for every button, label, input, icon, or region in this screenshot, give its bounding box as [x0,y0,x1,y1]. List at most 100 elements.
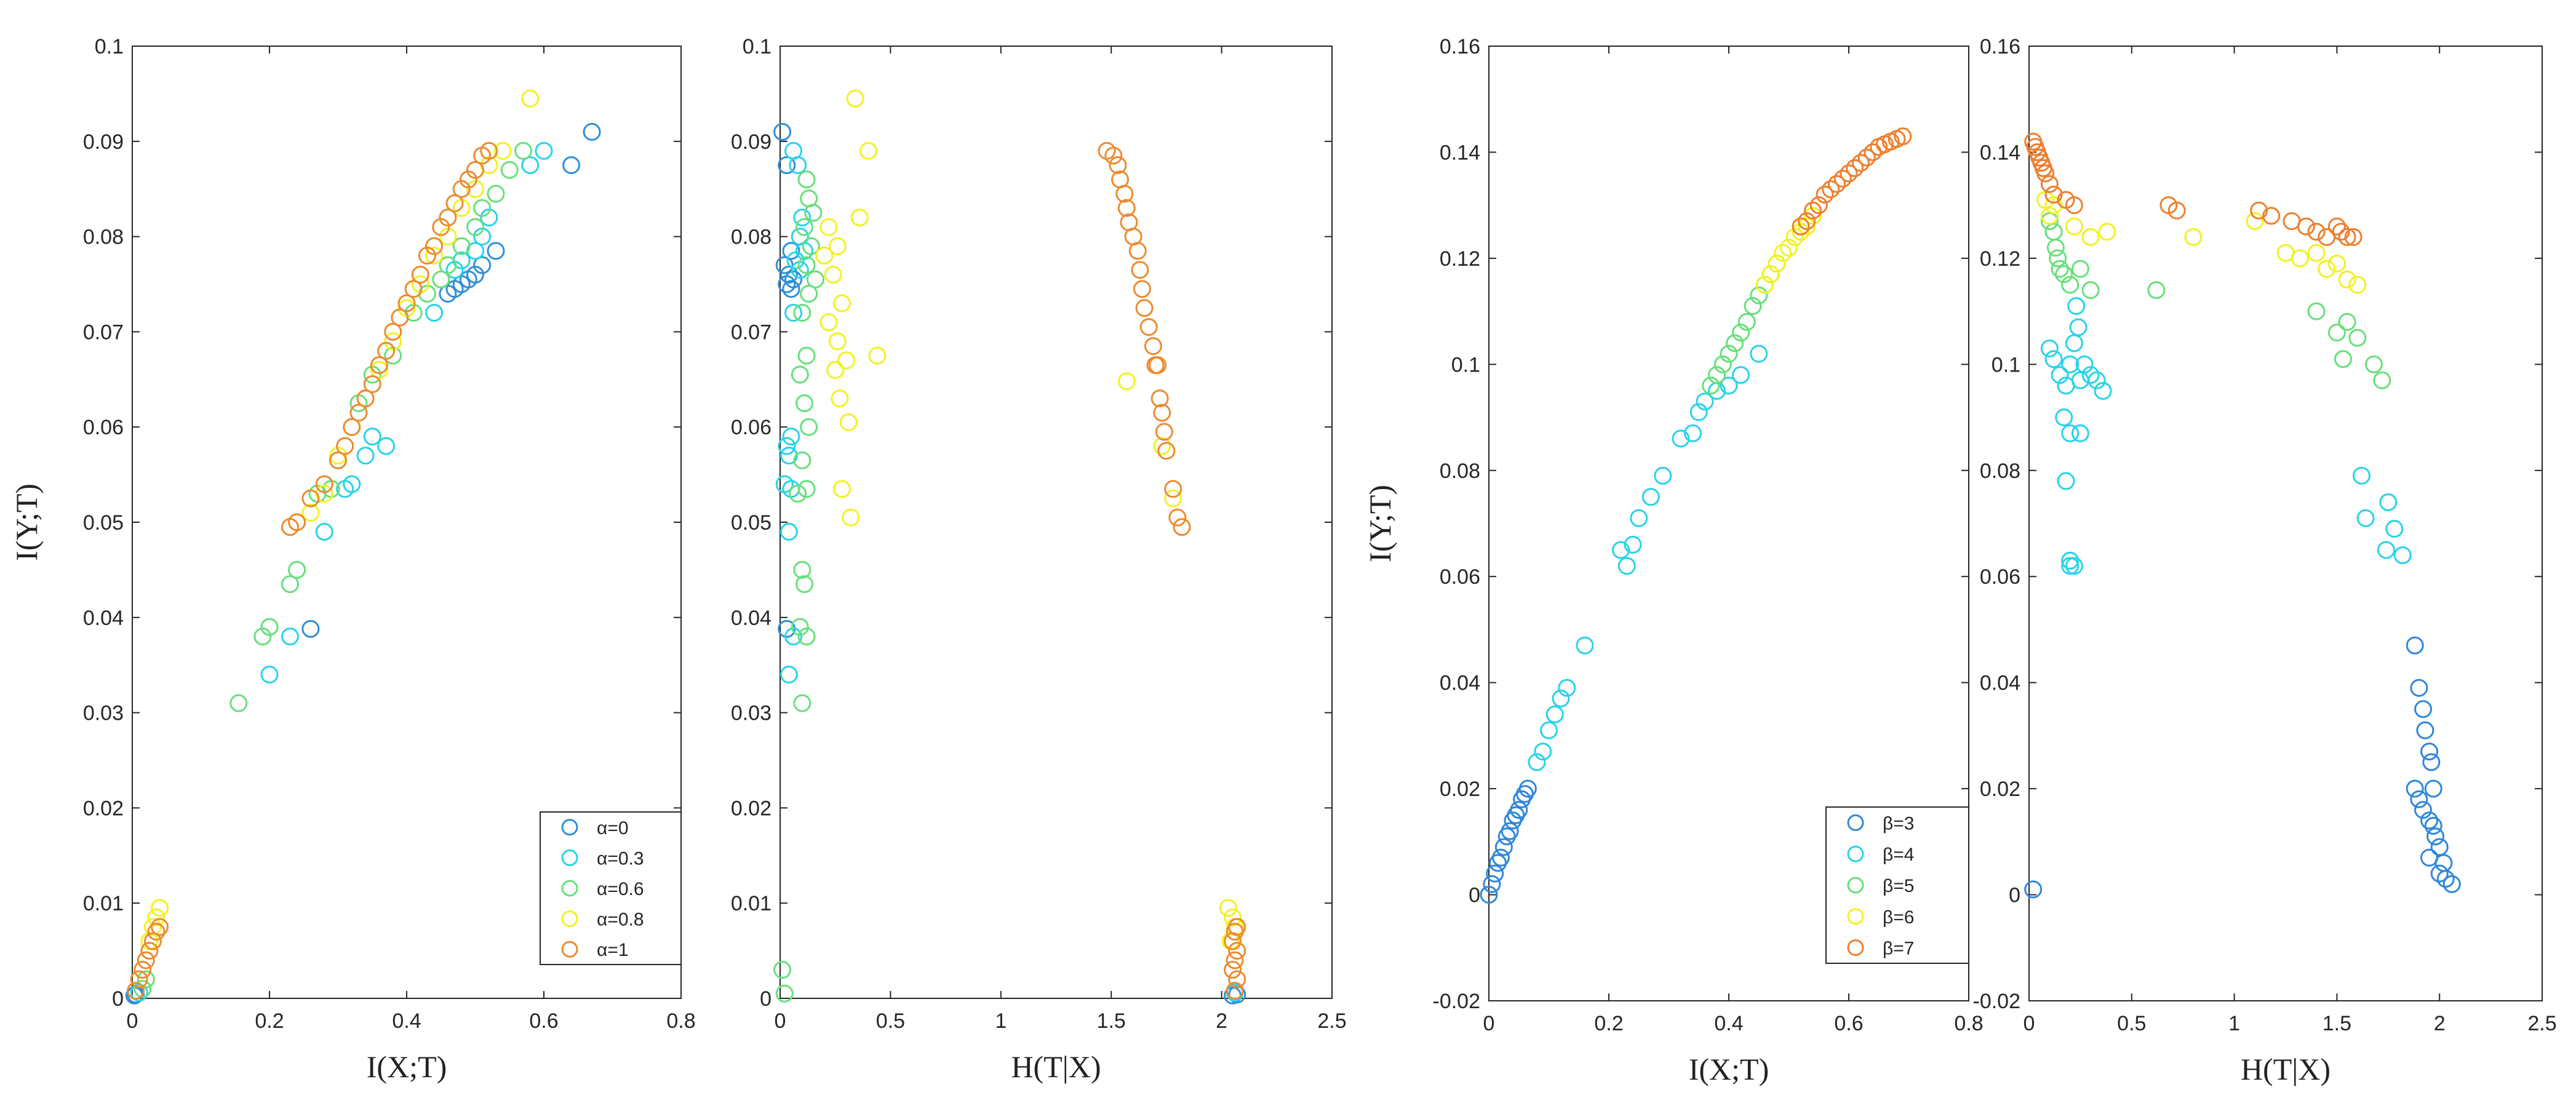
data-point [1109,156,1127,174]
legend-marker [561,849,578,866]
data-point [1534,742,1552,761]
data-point [2424,816,2442,835]
data-point [329,447,347,465]
y-tick-label: 0.07 [83,320,124,344]
x-tick-label: 0 [2024,1012,2035,1035]
data-point [1219,899,1237,917]
data-point [1828,175,1846,193]
data-point [2184,228,2203,246]
data-point [806,270,824,288]
data-point [2430,864,2449,883]
data-point [384,332,402,351]
data-point [336,480,354,498]
x-tick-label: 1.5 [1097,1009,1126,1033]
data-point [1133,280,1151,298]
data-point [2291,249,2309,268]
data-point [2442,875,2461,893]
data-point [859,141,878,160]
data-point [828,237,847,255]
data-point [377,341,396,360]
data-point [842,508,860,527]
data-point [2061,355,2080,373]
data-point [1672,429,1690,448]
series-0 [1480,779,1537,904]
data-point [1117,199,1136,217]
legend: β=3 β=4 β=5 β=6 β=7 [1825,806,1969,964]
data-point [2327,255,2346,273]
data-point [1780,239,1798,257]
x-tick-label: 0 [775,1009,786,1033]
series-1 [1528,344,1768,771]
axes-box [2028,46,2543,1001]
data-point [1804,201,1822,220]
data-point [2348,328,2367,347]
legend-box [540,811,682,965]
data-point [1157,442,1176,460]
data-point [1226,923,1244,941]
data-point [1726,334,1744,352]
data-point [363,375,381,394]
data-point [1492,848,1510,867]
x-tick-label: 2 [1216,1009,1227,1033]
data-point [2410,678,2428,697]
data-point [1774,244,1792,262]
y-tick-label: 0.09 [83,130,124,154]
data-point [281,575,299,594]
legend-marker [561,819,578,836]
data-point [1228,970,1246,989]
data-point [782,428,800,446]
data-point [1480,886,1498,904]
data-point [130,970,148,989]
data-point [1792,223,1810,241]
data-point [2334,350,2352,368]
data-point [370,356,388,375]
data-point [2044,196,2063,215]
y-tick-label: 0.06 [83,416,124,439]
y-tick-label: 0.06 [1440,565,1480,589]
data-point [1732,366,1750,384]
y-axis-label: I(Y;T) [1363,485,1397,562]
data-point [1654,466,1672,485]
data-point [2081,366,2100,384]
y-axis-label: I(Y;T) [9,483,44,561]
data-point [2071,424,2089,442]
data-point [466,180,484,198]
data-point [473,199,492,217]
plot-p4: 0 0.5 1 1.5 2 2.5-0.0200.020.040.060.080.10.1… [1973,35,2557,1086]
data-point [1750,344,1768,363]
data-point [473,228,492,246]
data-point [397,294,416,312]
x-tick-label: 2 [2434,1012,2446,1035]
legend-marker [1847,814,1864,831]
x-tick-label: 0.2 [1594,1012,1623,1035]
y-tick-label: 0.04 [731,607,772,630]
data-point [1164,489,1182,507]
series-0 [2024,636,2461,899]
data-point [2406,779,2424,798]
x-tick-label: 0.8 [1954,1012,1983,1035]
data-point [802,237,820,255]
data-point [786,251,805,269]
data-point [1226,951,1244,969]
series-2 [773,170,824,1003]
data-point [775,984,794,1003]
legend-label: α=1 [597,940,629,960]
y-tick-label: 0.14 [1440,141,1480,164]
data-point [1768,255,1786,273]
data-point [784,627,803,646]
data-point [824,266,842,284]
x-tick-label: 1 [2228,1012,2240,1035]
data-point [487,242,505,260]
data-point [2040,339,2059,357]
data-point [2344,228,2363,246]
data-point [797,346,816,365]
x-axis-label: H(T|X) [2241,1052,2331,1086]
x-tick-label: 0.5 [876,1009,905,1033]
data-point [487,185,505,203]
data-point [1501,822,1519,840]
data-point [1630,509,1648,527]
data-point [2338,228,2356,246]
data-point [1104,146,1123,165]
data-point [1155,423,1173,441]
